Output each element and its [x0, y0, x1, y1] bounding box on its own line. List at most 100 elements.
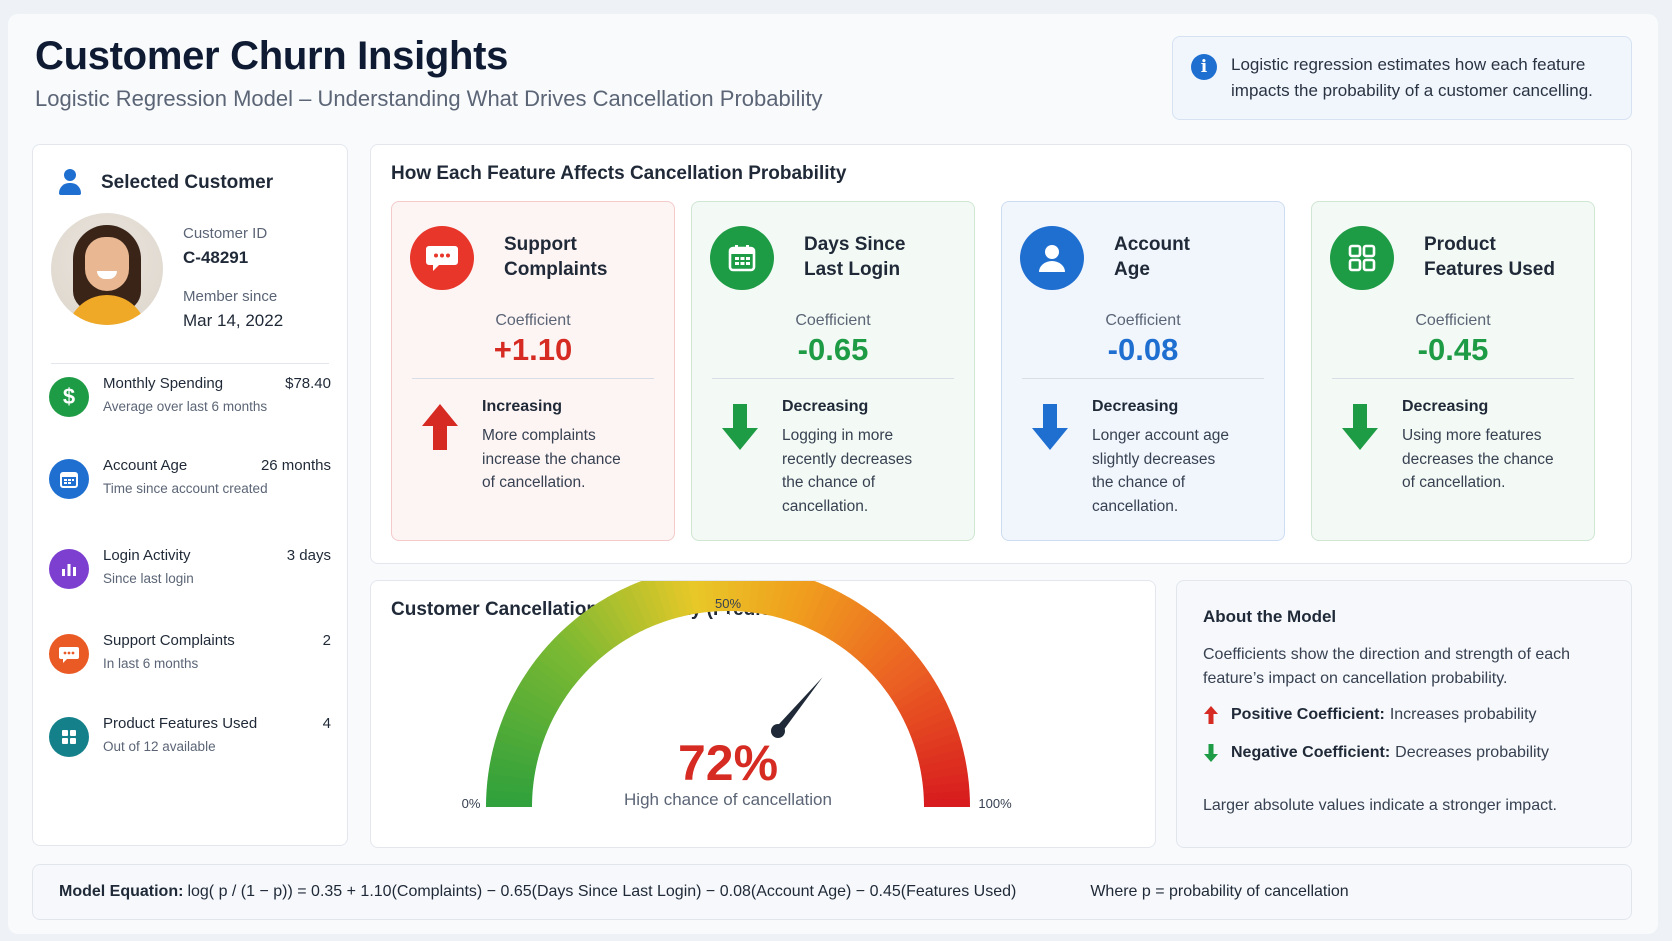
description-line: Logging in more	[782, 427, 894, 444]
gauge-arc-segment	[491, 748, 538, 767]
person-icon	[1020, 226, 1084, 290]
feature-name-line: Account	[1114, 234, 1190, 255]
gauge-arc-segment	[868, 638, 909, 677]
info-text-line: Logistic regression estimates how each f…	[1231, 55, 1586, 74]
gauge-arc-segment	[696, 581, 708, 613]
about-model-panel: About the Model Coefficients show the di…	[1176, 580, 1632, 848]
gauge-arc-segment	[663, 581, 681, 619]
gauge-arc-segment	[621, 585, 649, 631]
feature-name-line: Support	[504, 234, 577, 255]
customer-meta: Customer ID C-48291 Member since Mar 14,…	[183, 225, 283, 331]
arrow-down-icon	[1204, 744, 1218, 762]
bar-chart-icon	[49, 549, 89, 589]
direction-label: Decreasing	[1092, 398, 1179, 415]
gauge-arc-segment	[637, 581, 662, 626]
gauge-arc-segment	[748, 581, 761, 613]
gauge-arc-segment	[921, 764, 968, 781]
feature-name: Support Complaints	[504, 232, 664, 282]
gauge-arc-segment	[922, 781, 970, 794]
gauge-arc-segment	[820, 593, 850, 638]
gauge-arc-segment	[522, 671, 566, 704]
gauge-arc-segment	[807, 585, 835, 631]
metric-value: 3 days	[286, 547, 331, 564]
coefficient-label: Coefficient	[495, 312, 571, 329]
gauge-arc-segment	[853, 621, 891, 662]
metric-product-features: Product Features Used Out of 12 availabl…	[49, 713, 331, 763]
about-title: About the Model	[1203, 607, 1337, 626]
gauge-arc-segment	[801, 582, 827, 629]
arrow-up-icon	[422, 404, 458, 450]
gauge-arc-segment	[488, 764, 536, 780]
description-line: cancellation.	[1092, 497, 1179, 515]
direction-description: Logging in more recently decreases the c…	[782, 424, 962, 518]
coefficient-value: -0.45	[1417, 332, 1489, 367]
description-line: increase the chance	[482, 450, 621, 468]
metric-support-complaints: Support Complaints In last 6 months 2	[49, 630, 331, 680]
cancellation-probability-gauge: Customer Cancellation Probability (Predi…	[370, 580, 1156, 848]
info-text: Logistic regression estimates how each f…	[1231, 52, 1593, 104]
coefficient-value: -0.65	[797, 332, 869, 367]
equation-text: log( p / (1 − p)) = 0.35 + 1.10(Complain…	[187, 883, 1017, 900]
description-line: cancellation.	[782, 497, 869, 515]
gauge-arc-segment	[919, 756, 967, 774]
gauge-arc-segment	[848, 616, 884, 658]
member-since-label: Member since	[183, 288, 278, 305]
metric-label: Monthly Spending	[103, 375, 224, 392]
chat-icon	[410, 226, 474, 290]
customer-panel-header: Selected Customer	[57, 169, 273, 197]
feature-card-account-age: Account Age Coefficient -0.08 Decreasing…	[1001, 201, 1285, 541]
direction-description: Using more features decreases the chance…	[1402, 424, 1582, 495]
metric-sub: Out of 12 available	[103, 739, 216, 754]
gauge-arc-segment	[688, 581, 702, 614]
arrow-up-icon	[1204, 706, 1218, 724]
description-line: Longer account age	[1092, 427, 1230, 444]
metric-value: 26 months	[260, 457, 331, 474]
gauge-arc-segment	[886, 664, 929, 698]
metric-sub: Average over last 6 months	[103, 399, 268, 414]
legend-positive-text: Increases probability	[1389, 706, 1537, 723]
gauge-arc	[486, 581, 970, 807]
gauge-arc-segment	[901, 693, 946, 722]
gauge-arc-segment	[566, 621, 603, 662]
gauge-arc-segment	[907, 708, 953, 734]
gauge-arc-segment	[904, 700, 950, 728]
gauge-arc-segment	[585, 606, 619, 649]
gauge-arc-segment	[720, 581, 729, 612]
about-description-line: Coefficients show the direction and stre…	[1203, 646, 1571, 663]
gauge-arc-segment	[922, 773, 969, 787]
gauge-arc-segment	[728, 581, 737, 612]
gauge-arc-segment	[599, 597, 631, 641]
arrow-down-icon	[1032, 404, 1068, 450]
gauge-chart: 50% 0% 100% 72% High chance of cancellat…	[462, 581, 1012, 811]
direction-label: Increasing	[482, 398, 563, 415]
metric-monthly-spending: $ Monthly Spending Average over last 6 m…	[49, 373, 331, 423]
calendar-icon	[49, 459, 89, 499]
coefficient-label: Coefficient	[1415, 312, 1491, 329]
gauge-arc-segment	[654, 581, 675, 621]
gauge-arc-segment	[843, 611, 878, 653]
equation-where: Where p = probability of cancellation	[1090, 883, 1349, 900]
feature-section-title: How Each Feature Affects Cancellation Pr…	[391, 163, 847, 184]
gauge-arc-segment	[607, 593, 637, 638]
gauge-arc-segment	[734, 581, 745, 612]
gauge-arc-segment	[813, 589, 842, 635]
description-line: Using more features	[1402, 427, 1542, 444]
arrow-down-icon	[1342, 404, 1378, 450]
gauge-arc-segment	[518, 678, 562, 709]
description-line: of cancellation.	[1402, 474, 1506, 491]
gauge-arc-segment	[495, 731, 542, 753]
metric-value: $78.40	[285, 375, 331, 392]
grid-icon	[1330, 226, 1394, 290]
dollar-icon: $	[49, 377, 89, 417]
gauge-arc-segment	[826, 597, 857, 641]
direction-description: More complaints increase the chance of c…	[482, 424, 662, 495]
gauge-arc-segment	[532, 657, 574, 692]
divider	[712, 378, 954, 379]
metric-value: 2	[322, 632, 331, 649]
person-icon	[57, 169, 83, 197]
gauge-arc-segment	[559, 626, 598, 667]
gauge-mid-label: 50%	[715, 596, 741, 611]
metric-label: Product Features Used	[103, 715, 258, 732]
coefficient-label: Coefficient	[1105, 312, 1181, 329]
coefficient-value: +1.10	[493, 332, 573, 367]
